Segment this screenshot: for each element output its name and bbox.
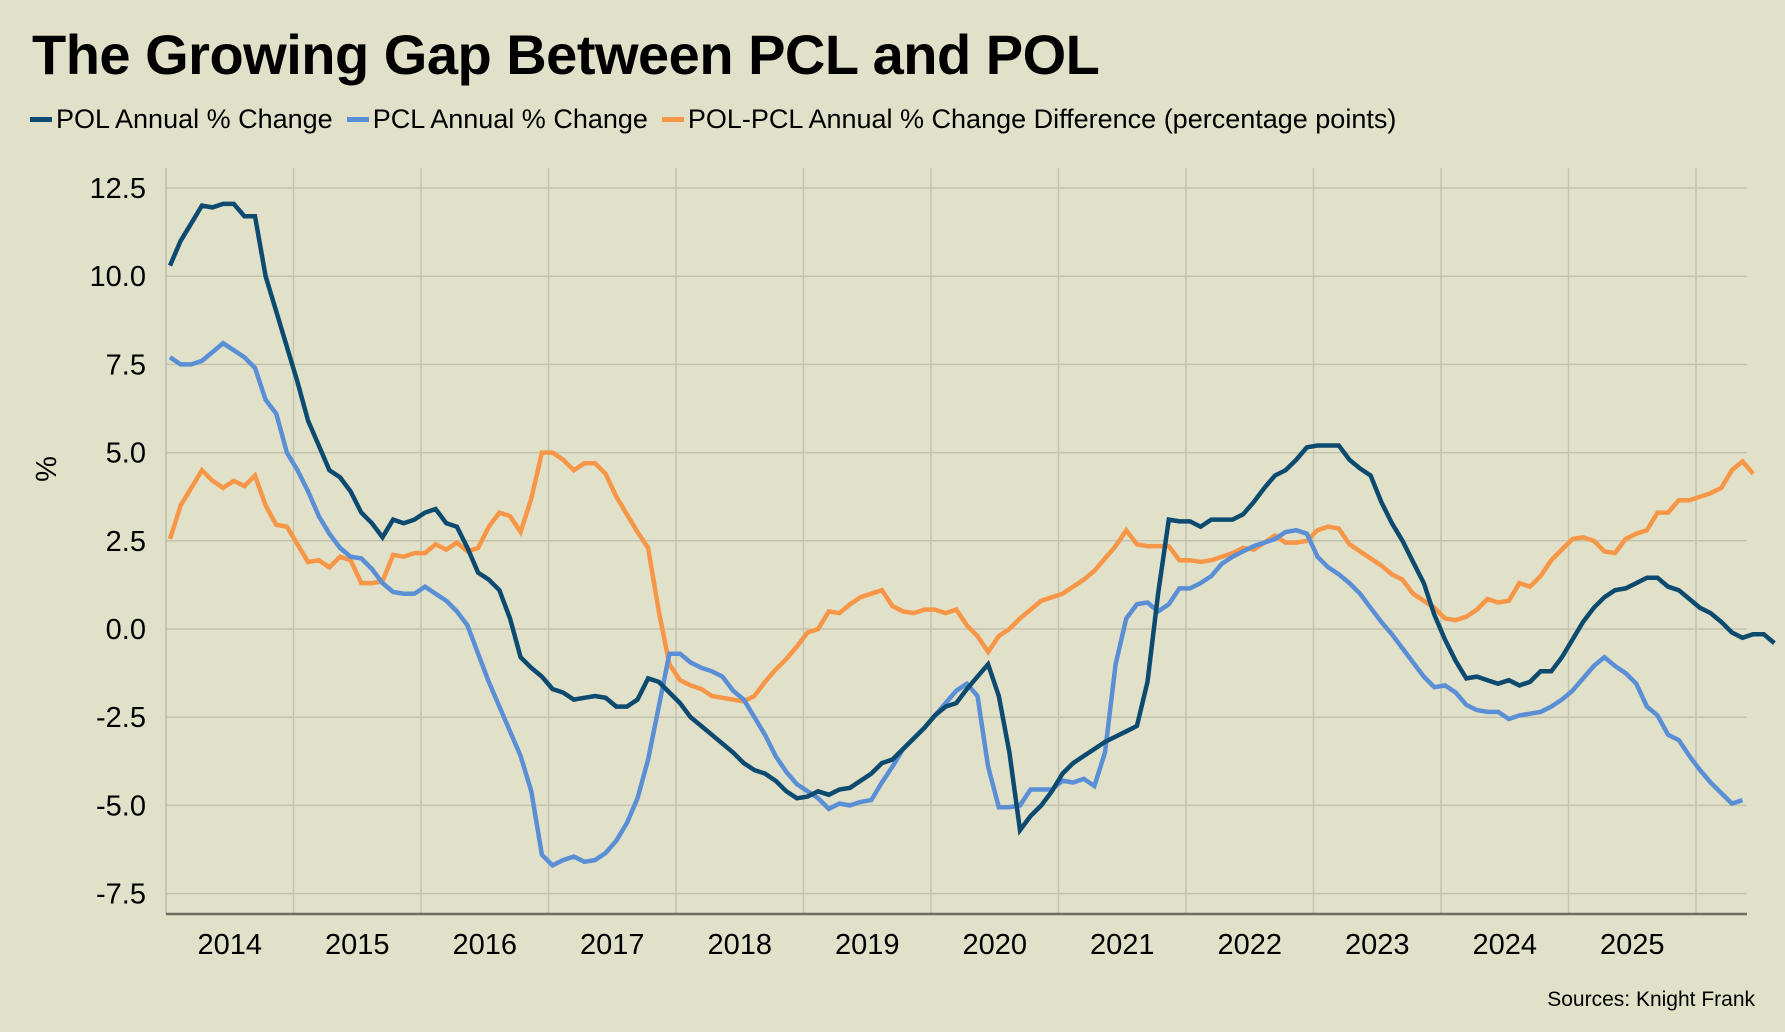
y-tick-label: 12.5 <box>90 173 146 205</box>
legend-label-pcl: PCL Annual % Change <box>372 104 648 134</box>
x-tick-label: 2015 <box>325 929 390 961</box>
chart-title: The Growing Gap Between PCL and POL <box>32 23 1100 86</box>
y-tick-label: -2.5 <box>96 702 146 734</box>
x-tick-label: 2018 <box>707 929 772 961</box>
x-tick-label: 2020 <box>962 929 1027 961</box>
y-tick-label: 0.0 <box>106 614 146 646</box>
x-tick-label: 2024 <box>1472 929 1537 961</box>
series-difference-line <box>167 450 1755 704</box>
series-pol-line <box>167 201 1776 836</box>
y-tick-label: 5.0 <box>106 438 146 470</box>
legend-item-pol: POL Annual % Change <box>30 104 333 135</box>
y-tick-label: 7.5 <box>106 349 146 381</box>
y-tick-label: -5.0 <box>96 790 146 822</box>
x-tick-label: 2014 <box>197 929 262 961</box>
series-lines <box>167 201 1776 869</box>
x-tick-label: 2021 <box>1090 929 1155 961</box>
y-axis-label: % <box>31 456 63 482</box>
x-tick-label: 2019 <box>835 929 900 961</box>
gridlines <box>165 168 1747 914</box>
x-axis-ticks: 2014 2015 2016 2017 2018 2019 2020 2021 2022 2023… <box>197 929 1664 961</box>
x-tick-label: 2025 <box>1600 929 1665 961</box>
legend-swatch-pcl <box>346 117 369 122</box>
legend-label-pol: POL Annual % Change <box>56 104 333 134</box>
legend-swatch-pol <box>30 117 52 122</box>
legend-item-difference: POL-PCL Annual % Change Difference (perc… <box>661 104 1397 135</box>
y-axis-ticks: 12.5 10.0 7.5 5.0 2.5 0.0 -2.5 -5.0 -7.5 <box>90 173 146 911</box>
legend-item-pcl: PCL Annual % Change <box>346 104 648 135</box>
series-pcl-line <box>168 340 1744 869</box>
x-tick-label: 2016 <box>452 929 517 961</box>
legend-label-difference: POL-PCL Annual % Change Difference (perc… <box>687 104 1397 134</box>
y-tick-label: 10.0 <box>90 261 146 293</box>
y-tick-label: -7.5 <box>96 879 146 911</box>
source-note: Sources: Knight Frank <box>1547 988 1755 1011</box>
x-tick-label: 2023 <box>1345 929 1410 961</box>
x-tick-label: 2022 <box>1217 929 1282 961</box>
legend-swatch-difference <box>661 117 684 122</box>
y-tick-label: 2.5 <box>106 526 146 558</box>
x-tick-label: 2017 <box>580 929 645 961</box>
legend: POL Annual % Change PCL Annual % Change … <box>30 104 1396 135</box>
